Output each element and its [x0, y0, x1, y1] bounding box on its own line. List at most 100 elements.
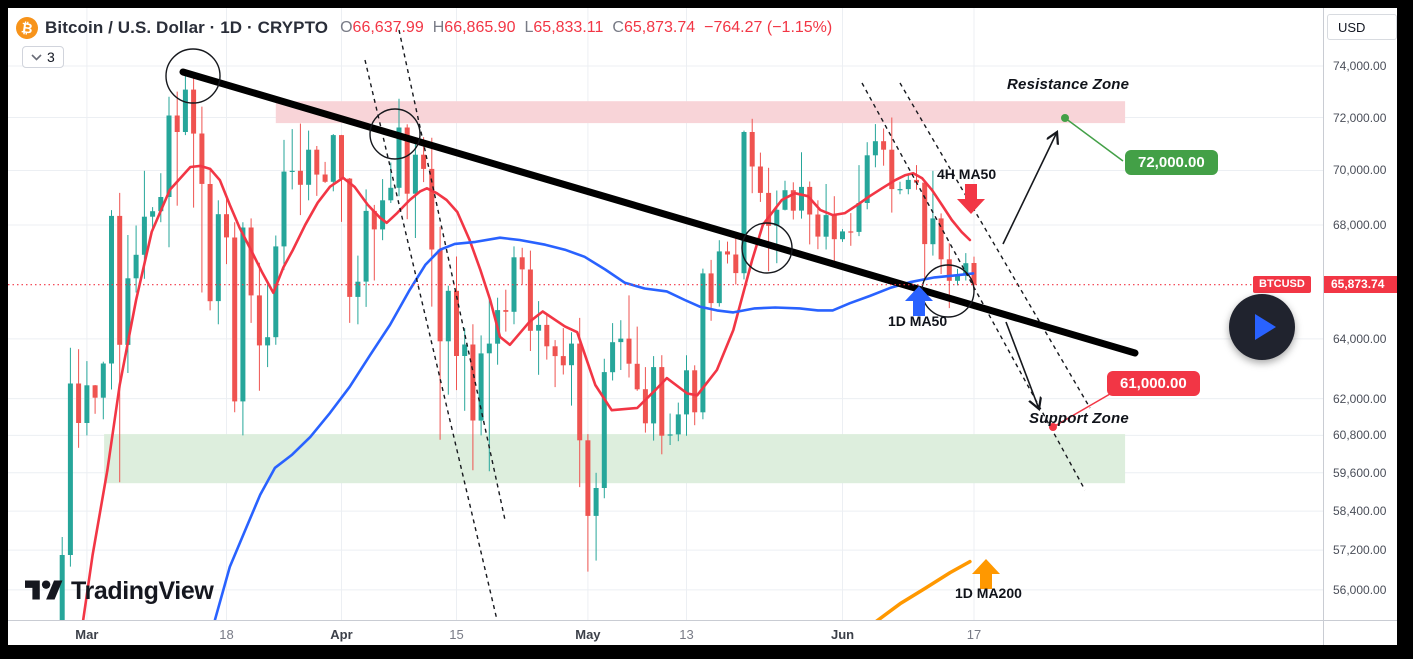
candle-body: [412, 154, 418, 194]
candle-body: [897, 189, 903, 191]
price-chart-canvas[interactable]: [8, 8, 1323, 620]
price-zones: [104, 101, 1126, 484]
candle-body: [938, 218, 944, 260]
candle-body: [610, 342, 616, 373]
last-price-tag: 65,873.74: [1324, 276, 1397, 293]
candle-body: [667, 434, 673, 436]
target-marker-dot: [1061, 114, 1069, 122]
ohlc-change: −764.27 (−1.15%): [704, 19, 833, 36]
descending-trendline[interactable]: [179, 68, 1139, 357]
candle-body: [889, 149, 895, 190]
upside-target-label[interactable]: 72,000.00: [1125, 150, 1218, 175]
candle-body: [733, 254, 739, 274]
candle-body: [100, 363, 106, 398]
resistance-zone-label[interactable]: Resistance Zone: [1007, 76, 1130, 93]
trendline-touch-circle[interactable]: [741, 222, 793, 274]
candle-body: [289, 170, 295, 172]
candle-body: [708, 273, 714, 304]
candle-body: [174, 115, 180, 132]
candle-body: [774, 209, 780, 226]
trendline-touch-circle[interactable]: [369, 108, 421, 160]
support-zone[interactable]: [104, 434, 1126, 484]
candle-body: [166, 115, 172, 197]
candle-body: [634, 363, 640, 390]
candle-body: [922, 182, 928, 245]
price-tick-label: 60,800.00: [1333, 428, 1387, 443]
price-tick-label: 59,600.00: [1333, 465, 1387, 480]
candle-body: [109, 215, 114, 364]
candle-body: [59, 555, 65, 620]
candle-body: [388, 187, 394, 201]
ma-1d200-label[interactable]: 1D MA200: [955, 585, 1022, 601]
ma-4h50-label[interactable]: 4H MA50: [937, 166, 997, 182]
ohlc-open: O66,637.99: [340, 19, 424, 36]
object-tree-count-button[interactable]: 3: [22, 46, 64, 68]
candle-body: [273, 246, 279, 338]
ma-line-4h-ma50[interactable]: [80, 164, 972, 620]
candle-body: [946, 259, 952, 281]
candle-body: [749, 132, 755, 167]
ohlc-readout: O66,637.99 H66,865.90 L65,833.11 C65,873…: [340, 19, 832, 37]
candle-body: [725, 251, 730, 255]
candle-body: [322, 174, 328, 182]
price-tick-label: 58,400.00: [1333, 504, 1387, 519]
currency-toggle-button[interactable]: USD: [1327, 14, 1397, 40]
candle-body: [552, 346, 558, 357]
tradingview-logo-icon: [25, 580, 63, 600]
candle-body: [807, 186, 813, 215]
candle-body: [675, 414, 681, 435]
candle-body: [421, 154, 427, 169]
dashed-trend-channel-line[interactable]: [398, 29, 506, 521]
indicator-count: 3: [47, 49, 55, 65]
ma4h50-signal-arrow[interactable]: [957, 184, 985, 214]
target-connector-line: [1052, 393, 1111, 428]
candle-body: [585, 440, 591, 516]
target-marker-dot: [1049, 423, 1057, 431]
price-line-symbol-tag: BTCUSD: [1253, 276, 1311, 293]
dashed-trend-channel-line[interactable]: [899, 82, 1091, 409]
price-axis[interactable]: 74,000.00 72,000.00 70,000.00 68,000.00 64,0…: [1323, 8, 1397, 645]
candle-body: [741, 132, 747, 274]
price-tick-label: 62,000.00: [1333, 391, 1387, 406]
candle-body: [339, 135, 344, 179]
ma-1d50-label[interactable]: 1D MA50: [888, 313, 948, 329]
candle-body: [700, 273, 706, 413]
play-icon: [1255, 314, 1276, 340]
price-tick-label: 70,000.00: [1333, 163, 1387, 178]
resistance-zone[interactable]: [275, 101, 1126, 124]
candle-body: [881, 141, 887, 150]
candle-body: [330, 135, 336, 182]
candle-body: [569, 343, 574, 366]
trendline-touch-circle[interactable]: [165, 48, 221, 104]
candle-body: [503, 310, 509, 312]
ma1d50-signal-arrow[interactable]: [905, 286, 933, 316]
candle-body: [158, 197, 164, 212]
downside-target-label[interactable]: 61,000.00: [1107, 371, 1200, 396]
candle-body: [470, 344, 476, 421]
candle-body: [823, 215, 829, 237]
candle-body: [150, 211, 156, 217]
support-zone-label[interactable]: Support Zone: [1029, 410, 1129, 427]
candle-body: [651, 367, 657, 424]
ma1d200-signal-arrow[interactable]: [972, 559, 1000, 589]
candle-body: [831, 215, 837, 240]
candle-body: [199, 133, 205, 184]
price-tick-label: 68,000.00: [1333, 217, 1387, 232]
candle-body: [232, 237, 238, 402]
time-axis[interactable]: Mar 18 Apr 15 May 13 Jun 17: [8, 620, 1397, 645]
annotation-arrow[interactable]: [1002, 132, 1057, 245]
ma-line-1d-ma200[interactable]: [872, 559, 972, 620]
ohlc-low: L65,833.11: [524, 19, 604, 36]
candle-body: [511, 257, 517, 312]
candle-body: [544, 324, 550, 347]
replay-play-button[interactable]: [1229, 294, 1295, 360]
ma-line-1d-ma50[interactable]: [213, 236, 975, 620]
symbol-title[interactable]: Bitcoin / U.S. Dollar · 1D · CRYPTO: [45, 18, 329, 37]
annotation-arrow[interactable]: [1005, 321, 1039, 409]
time-tick-label: Apr: [330, 627, 353, 642]
candle-body: [125, 278, 131, 345]
candle-body: [766, 192, 772, 226]
candle-body: [84, 385, 90, 423]
candle-body: [560, 356, 566, 366]
candle-body: [297, 170, 303, 185]
